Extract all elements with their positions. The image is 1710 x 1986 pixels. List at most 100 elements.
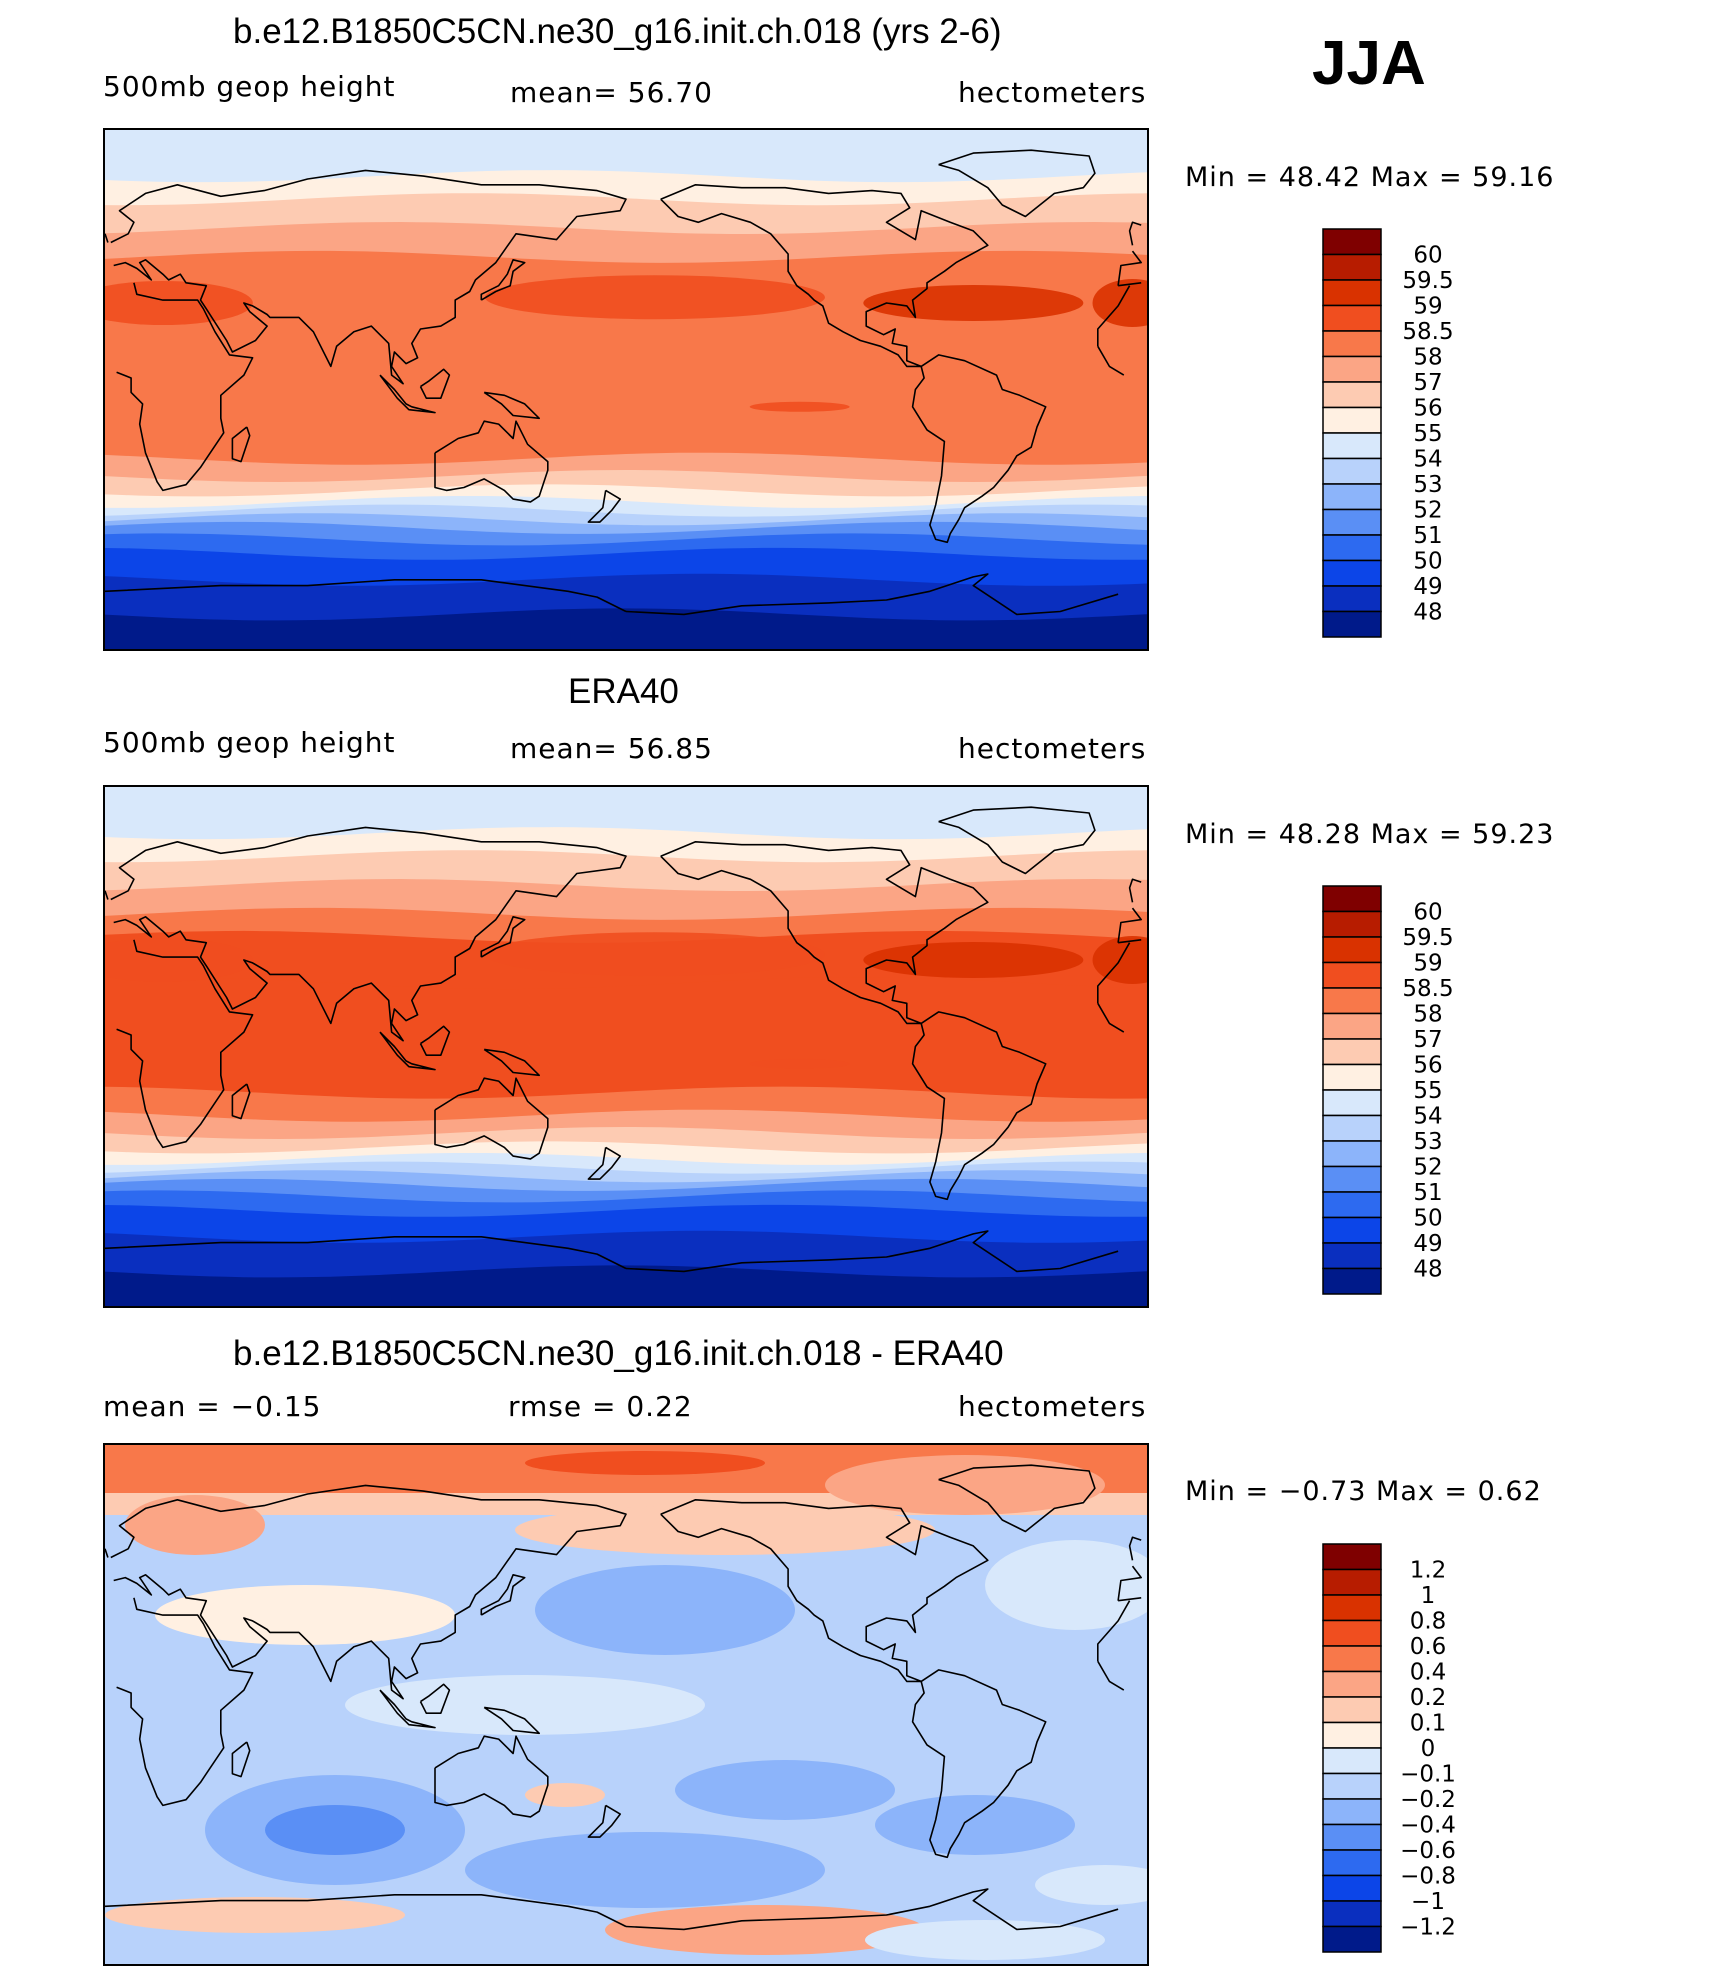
colorbar-3-svg: 1.210.80.60.40.20.10−0.1−0.2−0.4−0.6−0.8… bbox=[1322, 1543, 1456, 1953]
map2-coastline bbox=[110, 826, 1142, 1042]
map1-coastline bbox=[660, 184, 989, 368]
colorbar-3-swatch bbox=[1322, 1772, 1382, 1800]
map1-contour-blob bbox=[863, 285, 1084, 321]
colorbar-1-swatch bbox=[1322, 432, 1382, 460]
colorbar-3-swatch bbox=[1322, 1900, 1382, 1928]
colorbar-3-tick-label: −1.2 bbox=[1400, 1915, 1456, 1941]
colorbar-2-tick-label: 48 bbox=[1413, 1257, 1442, 1283]
map2-contour-blob bbox=[863, 942, 1084, 978]
map3-contour-blob bbox=[1035, 1865, 1147, 1905]
map2-coastline bbox=[660, 841, 989, 1025]
colorbar-1-swatch bbox=[1322, 253, 1382, 281]
map3-contour-blob bbox=[985, 1540, 1147, 1630]
colorbar-2-tick-label: 55 bbox=[1413, 1078, 1442, 1104]
map2-coastline bbox=[379, 1031, 436, 1071]
panel-3-rmse-label: rmse = 0.22 bbox=[508, 1390, 693, 1423]
colorbar-1-tick-label: 60 bbox=[1413, 243, 1442, 269]
colorbar-2-tick-label: 59.5 bbox=[1402, 925, 1453, 951]
map3-coastline bbox=[105, 1894, 627, 1928]
panel-2-colorbar: 60 59.5 59 58.5 58 57 56 55 54 53 52 51 50 49 48 bbox=[1322, 885, 1502, 1297]
map3-contour-blob bbox=[525, 1783, 605, 1807]
panel-1-title: b.e12.B1850C5CN.ne30_g16.init.ch.018 (yr… bbox=[233, 12, 1002, 51]
panel-3-units-label: hectometers bbox=[958, 1390, 1147, 1423]
colorbar-3-tick-label: 0.6 bbox=[1410, 1634, 1447, 1660]
panel-2-map bbox=[103, 785, 1149, 1308]
map3-coastline bbox=[116, 1597, 1131, 1807]
colorbar-2-tick-label: 58.5 bbox=[1402, 976, 1453, 1002]
map3-coastline bbox=[379, 1689, 436, 1729]
panel-1-colorbar: 60 59.5 59 58.5 58 57 56 55 54 53 52 51 50 49 48 bbox=[1322, 228, 1502, 640]
colorbar-1-tick-label: 59 bbox=[1413, 294, 1442, 320]
colorbar-1-swatch bbox=[1322, 610, 1382, 638]
map1-coastline bbox=[587, 489, 621, 523]
panel-2-minmax: Min = 48.28 Max = 59.23 bbox=[1185, 819, 1555, 850]
panel-2-mean-label: mean= 56.85 bbox=[510, 732, 713, 765]
colorbar-1-tick-label: 53 bbox=[1413, 472, 1442, 498]
colorbar-3-tick-label: −0.4 bbox=[1400, 1813, 1456, 1839]
colorbar-3-swatch bbox=[1322, 1696, 1382, 1724]
map2-contour-blob bbox=[105, 938, 253, 982]
colorbar-2-tick-label: 59 bbox=[1413, 951, 1442, 977]
colorbar-3-swatch bbox=[1322, 1568, 1382, 1596]
colorbar-2-swatch bbox=[1322, 1012, 1382, 1040]
colorbar-3-swatch bbox=[1322, 1594, 1382, 1622]
panel-1-minmax: Min = 48.42 Max = 59.16 bbox=[1185, 162, 1555, 193]
colorbar-3-swatch bbox=[1322, 1670, 1382, 1698]
colorbar-1-tick-label: 56 bbox=[1413, 396, 1442, 422]
colorbar-1-tick-label: 59.5 bbox=[1402, 268, 1453, 294]
panel-2-title: ERA40 bbox=[568, 672, 679, 711]
map3-contour-blob bbox=[865, 1920, 1105, 1960]
colorbar-2-tick-label: 51 bbox=[1413, 1180, 1442, 1206]
map1-coastline bbox=[379, 374, 436, 414]
colorbar-3-tick-label: 0.4 bbox=[1410, 1660, 1447, 1686]
panel-2-variable-label: 500mb geop height bbox=[103, 726, 396, 759]
panel-1-units-label: hectometers bbox=[958, 76, 1147, 109]
map3-contour-blob bbox=[535, 1565, 795, 1655]
colorbar-1-tick-label: 49 bbox=[1413, 574, 1442, 600]
colorbar-3-swatch bbox=[1322, 1645, 1382, 1673]
map3-contour-blob bbox=[345, 1675, 705, 1735]
map3-coastline bbox=[231, 1741, 251, 1778]
map3-contour-blob bbox=[825, 1455, 1105, 1515]
map3-svg bbox=[105, 1445, 1147, 1964]
colorbar-3-swatch bbox=[1322, 1874, 1382, 1902]
map3-coastline bbox=[483, 1706, 540, 1735]
map1-coastline bbox=[938, 149, 1096, 218]
colorbar-3-swatch bbox=[1322, 1619, 1382, 1647]
colorbar-3-tick-label: −0.2 bbox=[1400, 1787, 1456, 1813]
map1-contour-blob bbox=[749, 401, 850, 412]
map1-coastline bbox=[110, 169, 1142, 385]
colorbar-2-swatch bbox=[1322, 1140, 1382, 1168]
map1-coastline bbox=[480, 259, 526, 301]
panel-1-map bbox=[103, 128, 1149, 651]
map3-coastline bbox=[105, 1536, 1142, 1561]
colorbar-3-tick-label: 1 bbox=[1421, 1583, 1436, 1609]
colorbar-2-swatch bbox=[1322, 1191, 1382, 1219]
colorbar-3-swatch bbox=[1322, 1543, 1382, 1571]
map2-coastline bbox=[911, 1011, 1047, 1201]
colorbar-1-tick-label: 55 bbox=[1413, 421, 1442, 447]
colorbar-1-swatch bbox=[1322, 330, 1382, 358]
colorbar-3-tick-label: 0.2 bbox=[1410, 1685, 1447, 1711]
colorbar-1-swatch bbox=[1322, 559, 1382, 587]
map3-contour-blob bbox=[265, 1805, 405, 1855]
map2-coastline bbox=[105, 1236, 627, 1270]
map2-contour-band bbox=[105, 1265, 1147, 1306]
panel-3-title: b.e12.B1850C5CN.ne30_g16.init.ch.018 - E… bbox=[233, 1334, 1004, 1373]
colorbar-3-swatch bbox=[1322, 1849, 1382, 1877]
colorbar-1-swatch bbox=[1322, 508, 1382, 536]
colorbar-2-tick-label: 53 bbox=[1413, 1129, 1442, 1155]
colorbar-3-tick-label: 1.2 bbox=[1410, 1558, 1447, 1584]
colorbar-3-swatch bbox=[1322, 1823, 1382, 1851]
panel-1-variable-label: 500mb geop height bbox=[103, 70, 396, 103]
colorbar-1-tick-label: 57 bbox=[1413, 370, 1442, 396]
map2-coastline bbox=[480, 916, 526, 958]
map3-coastline bbox=[911, 1669, 1047, 1859]
map2-coastline bbox=[419, 1025, 451, 1056]
map3-contour-blob bbox=[105, 1897, 405, 1933]
colorbar-2-swatch bbox=[1322, 1267, 1382, 1295]
map3-contour-blob bbox=[155, 1585, 455, 1645]
map1-coastline bbox=[911, 354, 1047, 544]
colorbar-3-swatch bbox=[1322, 1747, 1382, 1775]
